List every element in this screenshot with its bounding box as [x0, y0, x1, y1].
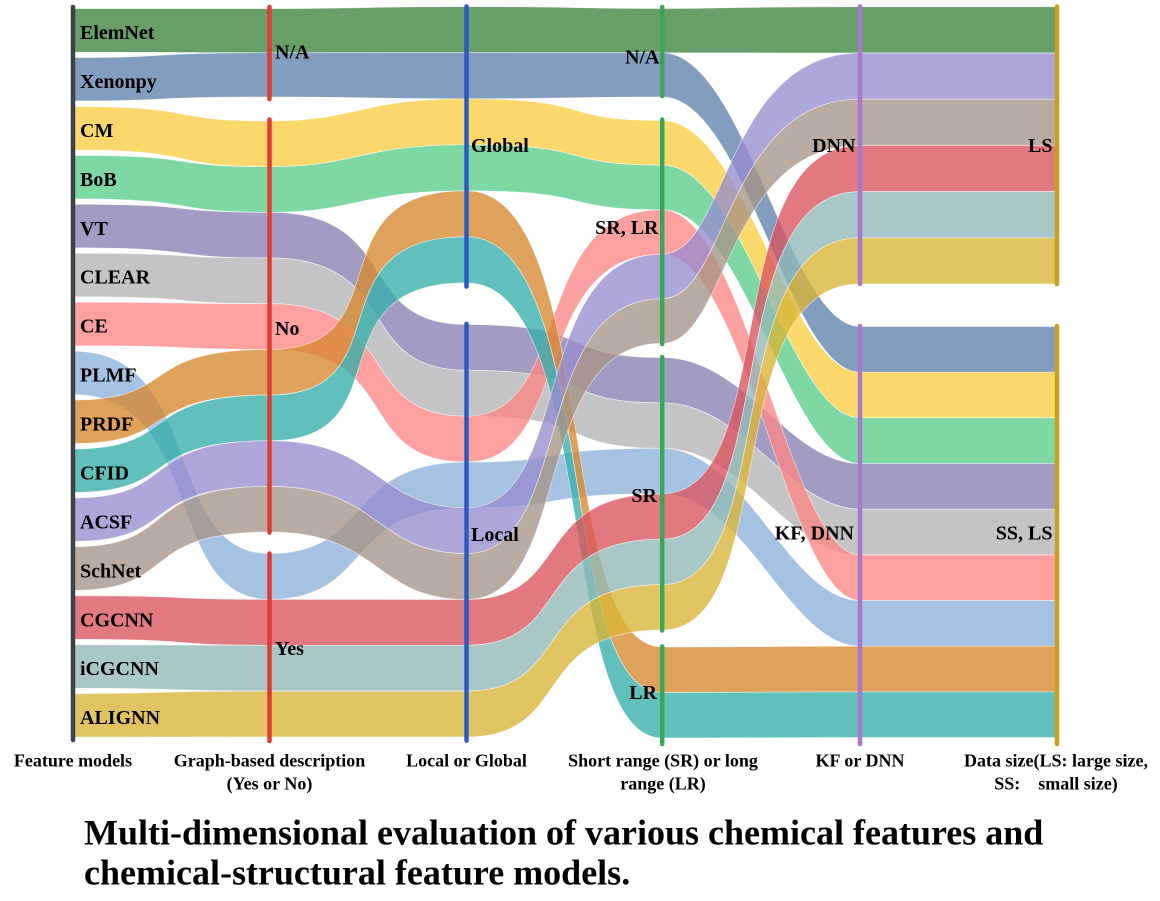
svg-text:Local or Global: Local or Global — [406, 751, 527, 771]
svg-text:KF, DNN: KF, DNN — [775, 522, 855, 544]
svg-text:CM: CM — [80, 120, 113, 142]
svg-text:ElemNet: ElemNet — [80, 22, 155, 44]
svg-text:ALIGNN: ALIGNN — [80, 707, 161, 729]
svg-text:VT: VT — [80, 218, 108, 240]
svg-text:Global: Global — [471, 135, 529, 157]
svg-text:SR, LR: SR, LR — [595, 217, 659, 239]
svg-text:PLMF: PLMF — [80, 365, 137, 387]
svg-text:LR: LR — [629, 682, 657, 704]
svg-text:BoB: BoB — [80, 169, 117, 191]
svg-text:CFID: CFID — [80, 463, 129, 485]
svg-text:Multi-dimensional evaluation o: Multi-dimensional evaluation of various … — [84, 813, 1043, 853]
svg-text:SR: SR — [631, 485, 657, 507]
svg-text:KF or DNN: KF or DNN — [816, 751, 905, 771]
svg-text:LS: LS — [1028, 135, 1052, 157]
svg-text:SchNet: SchNet — [80, 560, 141, 582]
svg-text:chemical-structural feature mo: chemical-structural feature models. — [84, 853, 630, 893]
svg-text:range (LR): range (LR) — [620, 774, 705, 795]
svg-text:CE: CE — [80, 316, 108, 338]
svg-text:Local: Local — [471, 524, 519, 546]
svg-text:Data size(LS: large size,: Data size(LS: large size, — [964, 751, 1148, 772]
svg-text:DNN: DNN — [812, 135, 856, 157]
svg-text:(Yes or No): (Yes or No) — [227, 774, 313, 795]
svg-text:N/A: N/A — [275, 41, 310, 63]
svg-text:Feature models: Feature models — [14, 751, 132, 771]
svg-text:Yes: Yes — [275, 638, 304, 660]
svg-text:SS, LS: SS, LS — [996, 522, 1053, 544]
svg-text:PRDF: PRDF — [80, 414, 133, 436]
svg-text:CGCNN: CGCNN — [80, 609, 154, 631]
svg-text:Xenonpy: Xenonpy — [80, 71, 157, 93]
svg-text:Short range (SR) or long: Short range (SR) or long — [568, 751, 758, 772]
svg-text:Graph-based description: Graph-based description — [174, 751, 366, 771]
svg-text:N/A: N/A — [625, 46, 660, 68]
svg-text:CLEAR: CLEAR — [80, 267, 151, 289]
svg-text:ACSF: ACSF — [80, 511, 132, 533]
svg-text:iCGCNN: iCGCNN — [80, 658, 159, 680]
svg-text:No: No — [275, 318, 299, 340]
svg-text:SS: small size): SS: small size) — [994, 774, 1118, 795]
